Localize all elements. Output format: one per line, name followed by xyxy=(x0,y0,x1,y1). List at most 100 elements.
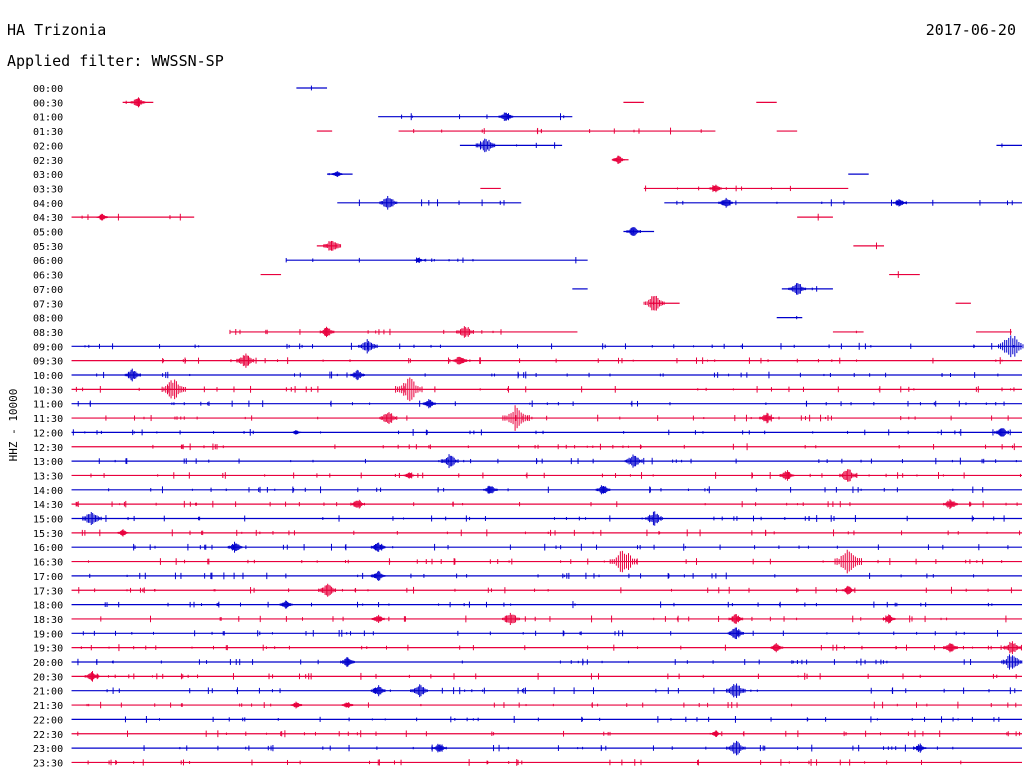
seismic-event xyxy=(403,472,415,479)
seismic-event xyxy=(414,257,424,263)
seismic-event xyxy=(788,283,807,295)
time-tick-label: 18:00 xyxy=(33,601,63,612)
time-tick-label: 15:30 xyxy=(33,529,63,540)
seismic-event xyxy=(84,671,100,682)
seismic-event xyxy=(350,369,365,381)
trace-rows: 00:00 00:30 01:00 01:30 02:00 02:30 03:00 03:30… xyxy=(33,84,1024,769)
time-tick-label: 09:00 xyxy=(33,342,63,353)
seismic-event xyxy=(341,702,354,708)
time-tick-label: 22:00 xyxy=(33,715,63,726)
seismic-event xyxy=(370,570,386,581)
station-title: HA Trizonia xyxy=(7,21,106,39)
time-tick-label: 12:30 xyxy=(33,443,63,454)
time-tick-label: 10:30 xyxy=(33,385,63,396)
seismic-event xyxy=(161,379,186,400)
time-tick-label: 05:30 xyxy=(33,242,63,253)
time-tick-label: 06:30 xyxy=(33,271,63,282)
time-tick-label: 17:00 xyxy=(33,572,63,583)
seismic-event xyxy=(440,454,459,469)
seismic-event xyxy=(882,614,896,624)
seismic-event xyxy=(331,171,343,177)
time-tick-label: 02:30 xyxy=(33,156,63,167)
time-tick-label: 11:00 xyxy=(33,400,63,411)
seismic-event xyxy=(379,412,398,425)
seismic-event xyxy=(502,405,530,431)
seismic-event xyxy=(410,684,428,698)
seismic-event xyxy=(839,469,858,482)
time-tick-label: 19:30 xyxy=(33,644,63,655)
seismic-event xyxy=(609,550,638,573)
y-axis-label: HHZ - 10000 xyxy=(7,389,20,462)
seismic-event xyxy=(1001,654,1023,670)
time-tick-label: 17:30 xyxy=(33,586,63,597)
seismic-event xyxy=(340,656,355,668)
seismic-event xyxy=(96,213,108,221)
time-tick-label: 03:30 xyxy=(33,184,63,195)
seismic-event xyxy=(643,295,665,311)
time-tick-label: 18:30 xyxy=(33,615,63,626)
time-tick-label: 07:30 xyxy=(33,299,63,310)
time-tick-label: 06:00 xyxy=(33,256,63,267)
time-tick-label: 14:30 xyxy=(33,500,63,511)
time-tick-label: 12:00 xyxy=(33,428,63,439)
seismic-event xyxy=(834,549,862,574)
seismic-event xyxy=(892,199,906,207)
time-tick-label: 11:30 xyxy=(33,414,63,425)
seismic-event xyxy=(82,512,102,525)
seismic-event xyxy=(913,743,927,753)
time-tick-label: 03:00 xyxy=(33,170,63,181)
time-tick-label: 16:30 xyxy=(33,558,63,569)
time-tick-label: 10:00 xyxy=(33,371,63,382)
date-label: 2017-06-20 xyxy=(926,21,1016,39)
time-tick-label: 16:00 xyxy=(33,543,63,554)
seismic-event xyxy=(998,335,1024,358)
seismic-event xyxy=(456,326,474,338)
seismic-event xyxy=(370,685,386,697)
seismic-event xyxy=(371,614,385,624)
time-tick-label: 20:00 xyxy=(33,658,63,669)
seismic-event xyxy=(611,155,625,164)
seismic-event xyxy=(994,428,1009,437)
seismic-event xyxy=(726,683,746,698)
seismic-event xyxy=(728,614,744,624)
seismic-event xyxy=(227,541,243,553)
seismic-event xyxy=(319,326,335,338)
time-tick-label: 00:00 xyxy=(33,84,63,95)
seismic-event xyxy=(1002,641,1021,655)
seismic-event xyxy=(291,430,302,435)
seismic-event xyxy=(130,97,146,108)
seismic-event xyxy=(379,195,398,210)
seismic-event xyxy=(475,138,496,153)
time-tick-label: 23:00 xyxy=(33,744,63,755)
time-tick-label: 01:30 xyxy=(33,127,63,138)
time-tick-label: 00:30 xyxy=(33,98,63,109)
seismic-event xyxy=(290,701,303,709)
seismic-event xyxy=(483,485,498,494)
seismic-event xyxy=(759,412,774,424)
seismic-event xyxy=(645,511,663,526)
seismic-event xyxy=(718,197,733,208)
seismic-event xyxy=(452,356,468,365)
seismic-event xyxy=(943,642,958,653)
seismic-event xyxy=(770,643,784,653)
seismic-event xyxy=(432,743,447,753)
seismic-event xyxy=(595,485,611,495)
seismic-event xyxy=(323,240,342,251)
seismic-event xyxy=(779,470,795,481)
time-tick-label: 07:00 xyxy=(33,285,63,296)
seismic-event xyxy=(279,600,293,609)
time-tick-label: 04:30 xyxy=(33,213,63,224)
seismic-event xyxy=(350,499,365,509)
seismic-event xyxy=(841,585,855,595)
seismic-event xyxy=(726,740,746,756)
seismic-event xyxy=(498,112,514,121)
time-tick-label: 23:30 xyxy=(33,758,63,769)
time-tick-label: 04:00 xyxy=(33,199,63,210)
seismic-event xyxy=(502,612,520,626)
time-tick-label: 19:00 xyxy=(33,629,63,640)
seismic-event xyxy=(116,529,129,537)
seismic-event xyxy=(318,583,336,597)
time-tick-label: 21:30 xyxy=(33,701,63,712)
time-tick-label: 15:00 xyxy=(33,515,63,526)
